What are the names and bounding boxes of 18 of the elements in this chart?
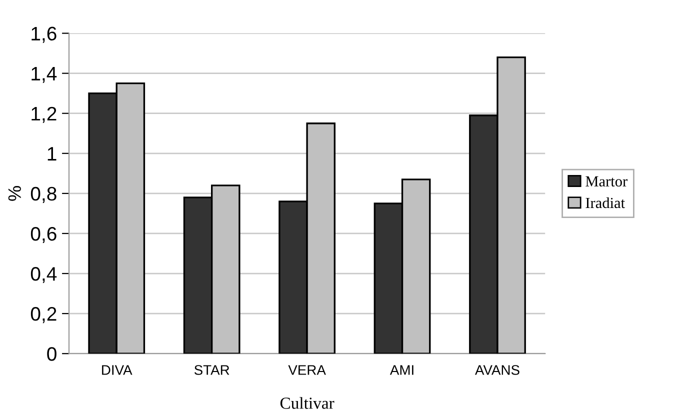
y-tick-label: 0,8 <box>30 186 56 203</box>
x-tick-label: STAR <box>194 365 230 375</box>
y-tick-label: 0,4 <box>30 266 57 284</box>
y-axis-title: % <box>8 186 21 201</box>
y-tick-label: 0,2 <box>30 307 56 324</box>
y-tick-label: 1,6 <box>32 26 56 43</box>
y-tick-label: 0,6 <box>30 226 56 244</box>
legend-label: Martor <box>586 176 628 187</box>
x-axis-title: Cultivar <box>280 397 334 409</box>
y-tick-label: 1 <box>48 147 56 160</box>
y-tick-label: 1,2 <box>32 106 56 123</box>
x-tick-label: DIVA <box>102 365 132 375</box>
x-tick-label: VERA <box>288 365 326 375</box>
y-tick-label: 0 <box>47 347 56 361</box>
x-tick-label: AMI <box>390 365 414 375</box>
y-tick-label: 1,4 <box>32 66 57 83</box>
x-tick-label: AVANS <box>475 365 520 375</box>
legend-label: Iradiat <box>586 197 625 208</box>
